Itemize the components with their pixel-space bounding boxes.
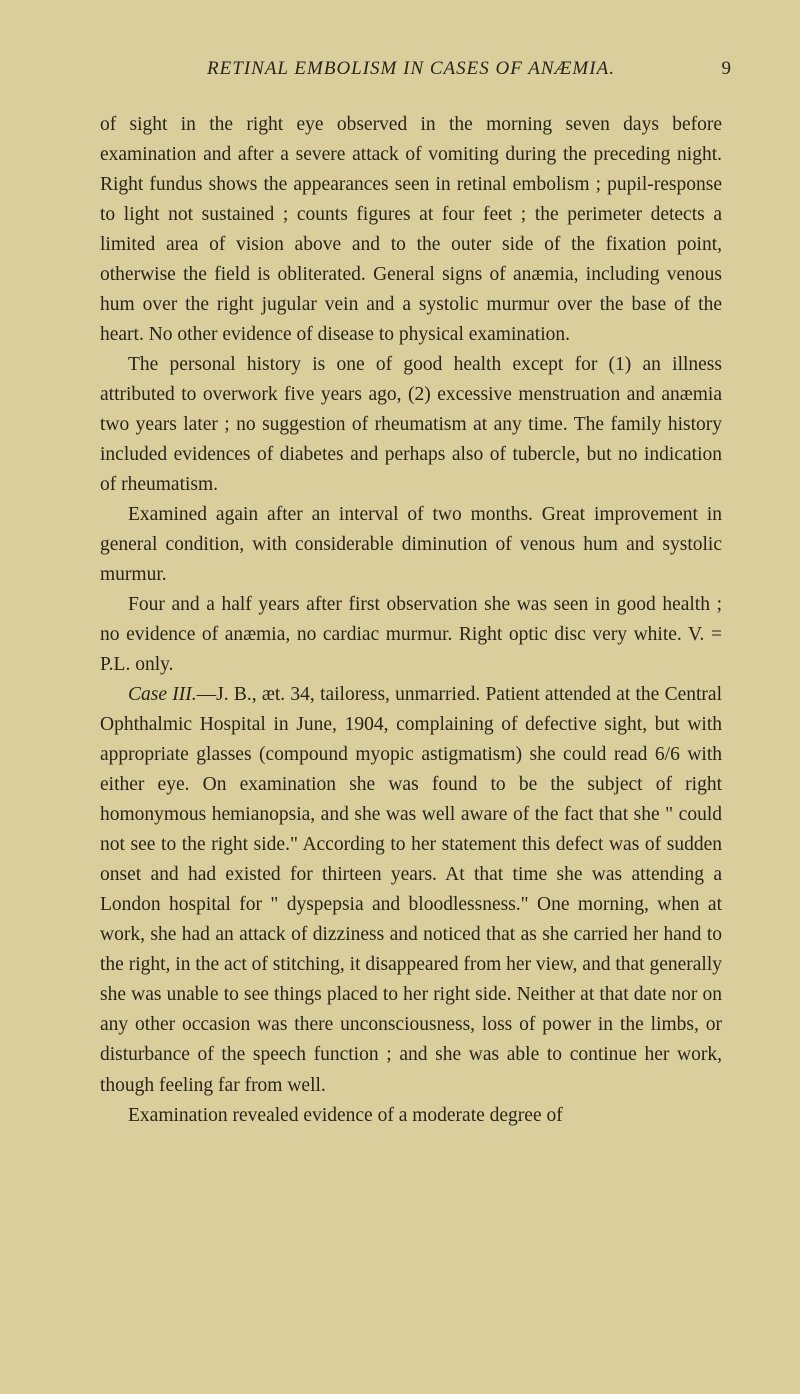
paragraph-4: Four and a half years after first observ…	[100, 590, 722, 680]
page-body: of sight in the right eye observed in th…	[100, 110, 722, 1131]
paragraph-5-body: —J. B., æt. 34, tailoress, unmarried. Pa…	[100, 684, 722, 1095]
running-title: RETINAL EMBOLISM IN CASES OF ANÆMIA.	[207, 58, 615, 79]
paragraph-5: Case III.—J. B., æt. 34, tailoress, unma…	[100, 680, 722, 1100]
paragraph-1: of sight in the right eye observed in th…	[100, 110, 722, 350]
paragraph-2: The personal history is one of good heal…	[100, 350, 722, 500]
running-header: RETINAL EMBOLISM IN CASES OF ANÆMIA. 9	[100, 58, 722, 80]
paragraph-6: Examination revealed evidence of a moder…	[100, 1101, 722, 1131]
case-label: Case III.	[128, 684, 197, 705]
paragraph-3: Examined again after an interval of two …	[100, 500, 722, 590]
page-number: 9	[722, 58, 733, 80]
